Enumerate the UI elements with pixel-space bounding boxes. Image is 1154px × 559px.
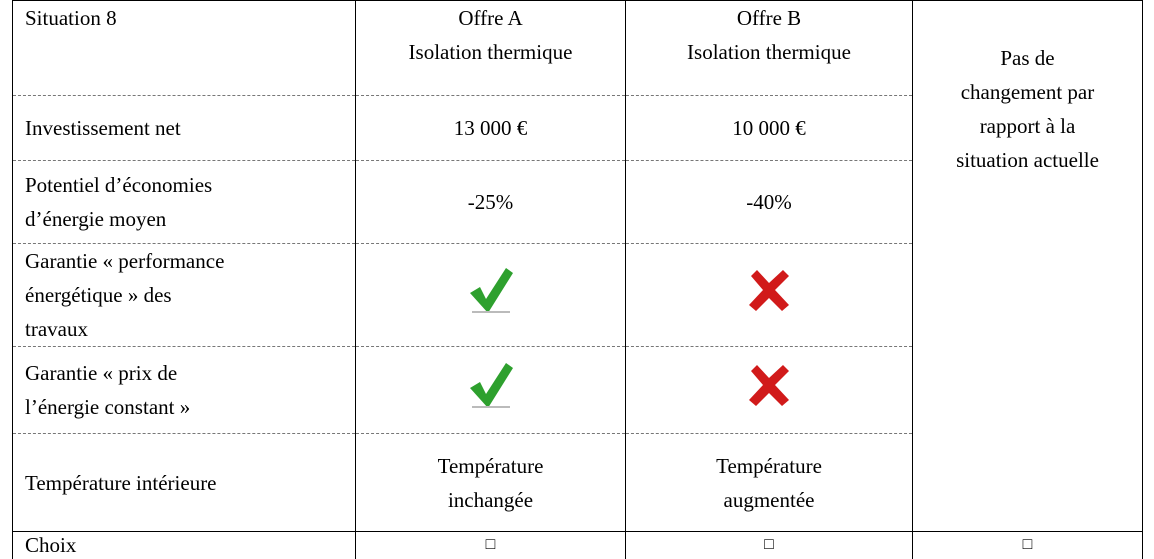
header-cell: Offre B Isolation thermique bbox=[625, 0, 913, 96]
header-row: Situation 8 Offre A Isolation thermique … bbox=[12, 0, 1143, 532]
row-label: Garantie « prix de l’énergie constant » bbox=[12, 346, 356, 434]
cell bbox=[355, 243, 626, 347]
header-cell: Offre A Isolation thermique bbox=[355, 0, 626, 96]
cell: 13 000 € bbox=[355, 95, 626, 161]
offer-table: Situation 8 Offre A Isolation thermique … bbox=[12, 0, 1143, 559]
status-quo-cell: Pas de changement par rapport à la situa… bbox=[912, 0, 1143, 532]
cell: Température augmentée bbox=[625, 433, 913, 532]
choice-box[interactable]: □ bbox=[625, 531, 913, 559]
row-label: Potentiel d’économies d’énergie moyen bbox=[12, 160, 356, 244]
row-label: Température intérieure bbox=[12, 433, 356, 532]
cell bbox=[625, 346, 913, 434]
cell bbox=[625, 243, 913, 347]
row: Garantie « performance énergétique » des… bbox=[12, 243, 1143, 347]
choice-box[interactable]: □ bbox=[912, 531, 1143, 559]
row-label: Choix bbox=[12, 531, 356, 559]
row-label: Investissement net bbox=[12, 95, 356, 161]
check-icon bbox=[469, 268, 513, 313]
cell: -40% bbox=[625, 160, 913, 244]
cross-icon bbox=[749, 365, 789, 406]
cell: -25% bbox=[355, 160, 626, 244]
cross-icon bbox=[749, 270, 789, 311]
header-cell: Situation 8 bbox=[12, 0, 356, 96]
choice-box[interactable]: □ bbox=[355, 531, 626, 559]
choice-row: Choix □ □ □ bbox=[12, 531, 1143, 559]
row: Potentiel d’économies d’énergie moyen -2… bbox=[12, 160, 1143, 244]
cell: 10 000 € bbox=[625, 95, 913, 161]
row: Garantie « prix de l’énergie constant » bbox=[12, 346, 1143, 434]
cell bbox=[355, 346, 626, 434]
cell: Température inchangée bbox=[355, 433, 626, 532]
check-icon bbox=[469, 363, 513, 408]
row-label: Garantie « performance énergétique » des… bbox=[12, 243, 356, 347]
